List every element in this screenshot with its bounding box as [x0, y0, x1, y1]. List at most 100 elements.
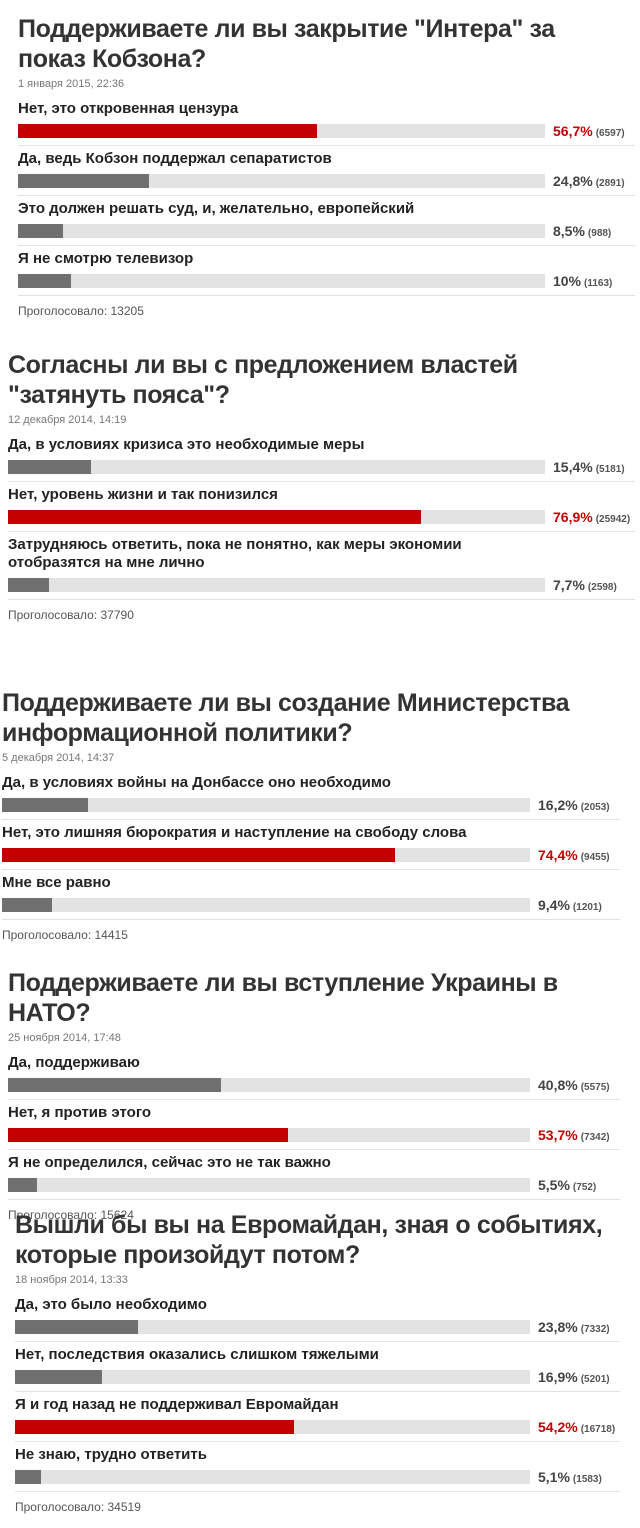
percent-label: 5,1% (1583): [538, 1469, 602, 1485]
vote-count: (5575): [580, 1082, 610, 1093]
option-label: Это должен решать суд, и, желательно, ев…: [18, 200, 415, 217]
result-row: 23,8% (7332): [15, 1319, 620, 1335]
poll-option: Я не определился, сейчас это не так важн…: [8, 1150, 620, 1200]
vote-count: (1163): [584, 278, 613, 289]
poll-title: Поддерживаете ли вы создание Министерств…: [2, 689, 570, 747]
bar: [18, 274, 71, 288]
result-row: 16,2% (2053): [2, 797, 620, 813]
poll-title: Поддерживаете ли вы вступление Украины в…: [8, 969, 558, 1027]
poll: Поддерживаете ли вы вступление Украины в…: [8, 968, 620, 1222]
total-votes: Проголосовало: 15624: [8, 1208, 134, 1222]
vote-count: (7332): [580, 1324, 610, 1335]
poll-date: 25 ноября 2014, 17:48: [8, 1032, 121, 1044]
bar: [8, 460, 91, 474]
bar-track: [8, 1128, 530, 1142]
percent-label: 56,7% (6597): [553, 123, 625, 139]
result-row: 40,8% (5575): [8, 1077, 620, 1093]
option-label: Не знаю, трудно ответить: [15, 1446, 207, 1463]
option-label: Затрудняюсь ответить, пока не понятно, к…: [8, 536, 462, 571]
result-row: 53,7% (7342): [8, 1127, 620, 1143]
option-label: Нет, это откровенная цензура: [18, 100, 239, 117]
option-label: Да, в условиях войны на Донбассе оно нео…: [2, 774, 391, 791]
percent-label: 40,8% (5575): [538, 1077, 610, 1093]
vote-count: (1583): [572, 1474, 602, 1485]
bar-track: [15, 1370, 530, 1384]
percent-label: 7,7% (2598): [553, 577, 617, 593]
poll-option: Да, в условиях кризиса это необходимые м…: [8, 432, 635, 482]
vote-count: (2891): [595, 178, 625, 189]
percent-label: 54,2% (16718): [538, 1419, 616, 1435]
poll-option: Я и год назад не поддерживал Евромайдан 5…: [15, 1392, 620, 1442]
poll: Поддерживаете ли вы создание Министерств…: [2, 688, 620, 942]
bar-track: [2, 898, 530, 912]
bar-track: [8, 1178, 530, 1192]
poll-title: Согласны ли вы с предложением властей "з…: [8, 351, 518, 409]
poll-option: Не знаю, трудно ответить 5,1% (1583): [15, 1442, 620, 1492]
option-label: Да, ведь Кобзон поддержал сепаратистов: [18, 150, 332, 167]
vote-count: (25942): [595, 514, 631, 525]
vote-count: (2053): [580, 802, 610, 813]
result-row: 76,9% (25942): [8, 509, 635, 525]
option-label: Я не определился, сейчас это не так важн…: [8, 1154, 331, 1171]
bar: [8, 1178, 37, 1192]
result-row: 5,1% (1583): [15, 1469, 620, 1485]
bar: [8, 1078, 221, 1092]
poll: Согласны ли вы с предложением властей "з…: [8, 350, 635, 622]
bar-track: [18, 174, 545, 188]
result-row: 9,4% (1201): [2, 897, 620, 913]
vote-count: (7342): [580, 1132, 610, 1143]
bar-track: [18, 124, 545, 138]
result-row: 24,8% (2891): [18, 173, 635, 189]
poll-option: Это должен решать суд, и, желательно, ев…: [18, 196, 635, 246]
vote-count: (9455): [580, 852, 610, 863]
bar: [8, 578, 50, 592]
result-row: 15,4% (5181): [8, 459, 635, 475]
percent-label: 74,4% (9455): [538, 847, 610, 863]
total-votes: Проголосовало: 34519: [15, 1500, 141, 1514]
bar: [15, 1420, 295, 1434]
bar-track: [2, 798, 530, 812]
option-label: Да, это было необходимо: [15, 1296, 207, 1313]
poll-option: Да, в условиях войны на Донбассе оно нео…: [2, 770, 620, 820]
option-label: Да, в условиях кризиса это необходимые м…: [8, 436, 365, 453]
poll-option: Мне все равно 9,4% (1201): [2, 870, 620, 920]
vote-count: (5201): [580, 1374, 610, 1385]
bar-track: [18, 224, 545, 238]
option-label: Нет, последствия оказались слишком тяжел…: [15, 1346, 379, 1363]
option-label: Нет, я против этого: [8, 1104, 152, 1121]
poll-option: Да, ведь Кобзон поддержал сепаратистов 24…: [18, 146, 635, 196]
bar: [15, 1370, 103, 1384]
total-votes: Проголосовало: 37790: [8, 608, 134, 622]
bar: [18, 124, 317, 138]
bar-track: [2, 848, 530, 862]
bar-track: [8, 460, 545, 474]
result-row: 10% (1163): [18, 273, 635, 289]
result-row: 74,4% (9455): [2, 847, 620, 863]
bar-track: [8, 1078, 530, 1092]
percent-label: 10% (1163): [553, 273, 613, 289]
result-row: 16,9% (5201): [15, 1369, 620, 1385]
bar: [8, 510, 421, 524]
percent-label: 23,8% (7332): [538, 1319, 610, 1335]
vote-count: (6597): [595, 128, 625, 139]
percent-label: 16,2% (2053): [538, 797, 610, 813]
percent-label: 8,5% (988): [553, 223, 612, 239]
bar: [15, 1470, 42, 1484]
poll-option: Нет, это лишняя бюрократия и наступление…: [2, 820, 620, 870]
poll-option: Нет, уровень жизни и так понизился 76,9%(…: [8, 482, 635, 532]
poll-date: 18 ноября 2014, 13:33: [15, 1274, 128, 1286]
option-label: Да, поддерживаю: [8, 1054, 140, 1071]
option-label: Нет, уровень жизни и так понизился: [8, 486, 278, 503]
poll-title: Поддерживаете ли вы закрытие "Интера" за…: [18, 15, 555, 73]
vote-count: (16718): [580, 1424, 616, 1435]
percent-label: 24,8% (2891): [553, 173, 625, 189]
result-row: 7,7% (2598): [8, 577, 635, 593]
result-row: 8,5% (988): [18, 223, 635, 239]
bar: [2, 898, 52, 912]
poll-option: Затрудняюсь ответить, пока не понятно, к…: [8, 532, 635, 600]
bar: [15, 1320, 138, 1334]
percent-label: 16,9% (5201): [538, 1369, 610, 1385]
bar-track: [15, 1320, 530, 1334]
percent-label: 5,5% (752): [538, 1177, 597, 1193]
